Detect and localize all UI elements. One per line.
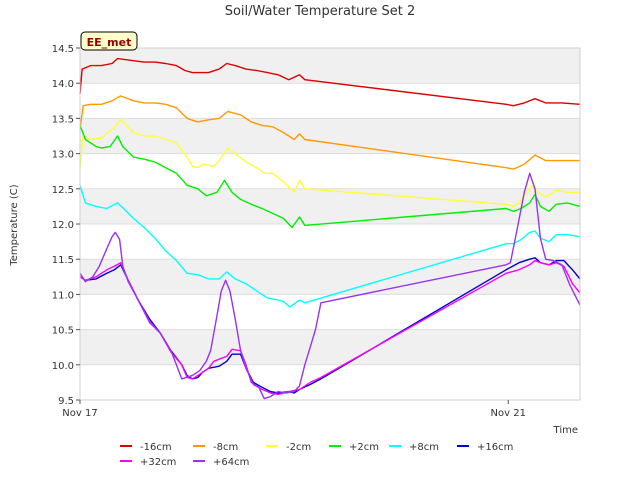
legend-item-+2cm: +2cm: [329, 442, 379, 453]
series-line-+2cm: [79, 125, 581, 229]
legend-item-+8cm: +8cm: [389, 442, 439, 453]
y-tick-label: 13.5: [52, 114, 74, 125]
grid-band: [80, 224, 580, 260]
grid-band: [80, 329, 580, 365]
grid-band: [80, 118, 580, 154]
y-tick-label: 10.5: [52, 326, 74, 337]
series-line-+64cm: [79, 172, 581, 400]
x-tick-label: Nov 17: [62, 408, 97, 419]
legend-item--8cm: -8cm: [193, 442, 238, 453]
y-tick-label: 13.0: [52, 150, 74, 161]
series-layer: [79, 57, 581, 400]
legend-item--2cm: -2cm: [266, 442, 311, 453]
legend-label: +8cm: [409, 442, 439, 453]
grid-band: [80, 83, 580, 119]
y-tick-label: 14.5: [52, 44, 74, 55]
legend-label: +2cm: [349, 442, 379, 453]
y-tick-label: 10.0: [52, 361, 74, 372]
x-tick-label: Nov 21: [491, 408, 526, 419]
series-line--8cm: [79, 95, 580, 170]
x-axis-ticks: Nov 17 Nov 21: [62, 400, 526, 419]
station-badge-box: [80, 31, 138, 51]
station-badge-label: EE_met: [87, 36, 132, 49]
legend-label: -8cm: [213, 442, 238, 453]
y-axis-ticks: 9.5 10.0 10.5 11.0 11.5 12.0 12.5 13.0 13.5 14.0 1…: [52, 44, 80, 407]
legend-label: +64cm: [213, 457, 249, 468]
legend-item-+64cm: +64cm: [193, 457, 249, 468]
legend-label: +32cm: [140, 457, 176, 468]
series-line--16cm: [79, 57, 581, 107]
legend-label: -16cm: [140, 442, 172, 453]
grid-band: [80, 364, 580, 400]
y-tick-label: 11.0: [52, 290, 74, 301]
legend-item-+16cm: +16cm: [457, 442, 513, 453]
grid-band: [80, 48, 580, 84]
chart-title: Soil/Water Temperature Set 2: [225, 4, 416, 19]
grid-band: [80, 188, 580, 224]
y-tick-label: 14.0: [52, 79, 74, 90]
y-tick-label: 9.5: [58, 396, 74, 407]
legend-label: +16cm: [477, 442, 513, 453]
legend: -16cm -8cm -2cm +2cm +8cm +16cm +32cm +64cm: [120, 442, 513, 468]
series-line-+8cm: [79, 185, 581, 308]
y-tick-label: 11.5: [52, 255, 74, 266]
legend-item-+32cm: +32cm: [120, 457, 176, 468]
y-axis-label: Temperature (C): [9, 184, 20, 266]
x-axis-label: Time: [553, 425, 578, 436]
y-tick-label: 12.5: [52, 185, 74, 196]
station-badge: EE_met: [80, 31, 138, 51]
grid-band: [80, 259, 580, 295]
y-tick-label: 12.0: [52, 220, 74, 231]
grid-band: [80, 294, 580, 330]
legend-label: -2cm: [286, 442, 311, 453]
grid-bands: [80, 48, 580, 400]
legend-item--16cm: -16cm: [120, 442, 172, 453]
grid-band: [80, 153, 580, 189]
